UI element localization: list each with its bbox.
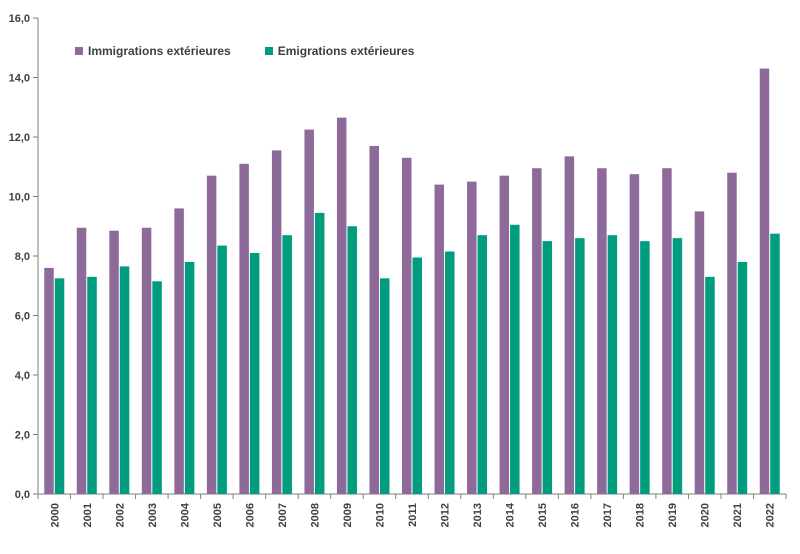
bar-immigrations — [564, 156, 575, 494]
x-tick-label: 2006 — [244, 503, 256, 527]
bar-immigrations — [499, 175, 510, 495]
x-tick-label: 2013 — [472, 503, 484, 527]
bar-immigrations — [174, 208, 184, 494]
x-tick-label: 2016 — [570, 503, 582, 527]
x-tick-label: 2018 — [635, 503, 647, 527]
x-tick-label: 2015 — [537, 503, 549, 527]
bar-emigrations — [737, 261, 748, 494]
y-tick-label: 2,0 — [15, 430, 30, 442]
bar-immigrations — [336, 117, 347, 494]
x-tick-label: 2009 — [342, 503, 354, 527]
bar-emigrations — [282, 235, 292, 495]
bar-immigrations — [434, 184, 445, 494]
bar-immigrations — [76, 227, 87, 495]
bar-immigrations — [759, 68, 770, 494]
bar-immigrations — [141, 227, 152, 495]
bar-immigrations — [206, 175, 217, 495]
bar-emigrations — [249, 253, 260, 494]
bar-emigrations — [477, 235, 488, 495]
bars — [44, 68, 780, 495]
y-tick-label: 12,0 — [9, 132, 30, 144]
legend-item-immigrations: Immigrations extérieures — [75, 44, 231, 58]
bar-immigrations — [694, 211, 705, 494]
bar-emigrations — [445, 251, 455, 494]
x-tick-label: 2019 — [667, 503, 679, 527]
bar-immigrations — [467, 181, 477, 494]
bar-immigrations — [629, 174, 640, 494]
x-tick-label: 2001 — [82, 503, 94, 527]
bar-emigrations — [412, 257, 422, 494]
x-tick-label: 2007 — [277, 503, 289, 527]
y-tick-label: 16,0 — [9, 13, 30, 25]
x-tick-label: 2022 — [765, 503, 777, 527]
x-tick-label: 2008 — [309, 503, 321, 527]
x-tick-label: 2017 — [602, 503, 614, 527]
x-tick-label: 2005 — [212, 503, 224, 527]
x-tick-label: 2003 — [147, 503, 159, 527]
y-tick-label: 0,0 — [15, 489, 30, 501]
tick-labels: 0,0 2,0 4,0 6,0 8,0 10,0 12,0 14,0 16,0 2000 2001 2… — [9, 13, 777, 527]
bar-emigrations — [379, 278, 390, 494]
y-tick-label: 4,0 — [15, 370, 30, 382]
bar-immigrations — [597, 168, 607, 495]
bar-immigrations — [239, 163, 249, 494]
legend-label-emigrations: Emigrations extérieures — [277, 44, 415, 58]
legend-swatch-emigrations — [264, 47, 273, 55]
bar-emigrations — [510, 224, 520, 494]
x-tick-label: 2000 — [49, 503, 61, 527]
bar-emigrations — [705, 276, 715, 494]
x-tick-label: 2004 — [179, 502, 191, 527]
bar-emigrations — [607, 235, 618, 495]
bar-emigrations — [87, 276, 97, 494]
bar-emigrations — [542, 241, 553, 494]
y-tick-label: 14,0 — [9, 73, 30, 85]
bar-emigrations — [217, 245, 227, 494]
axes — [33, 17, 787, 499]
bar-emigrations — [347, 226, 357, 494]
bar-emigrations — [184, 261, 195, 494]
legend-swatch-immigrations — [75, 47, 83, 55]
y-tick-label: 8,0 — [15, 251, 30, 263]
bar-immigrations — [727, 172, 737, 494]
bar-immigrations — [369, 145, 379, 495]
bar-emigrations — [575, 238, 585, 494]
legend-label-immigrations: Immigrations extérieures — [88, 44, 231, 58]
bar-emigrations — [152, 281, 162, 494]
bar-emigrations — [54, 278, 65, 494]
bar-emigrations — [672, 238, 683, 494]
x-tick-label: 2002 — [114, 503, 126, 527]
x-tick-label: 2021 — [732, 503, 744, 527]
bar-emigrations — [770, 233, 780, 494]
x-tick-label: 2014 — [505, 502, 517, 527]
bar-immigrations — [44, 267, 54, 494]
bar-immigrations — [304, 129, 314, 494]
bar-immigrations — [402, 157, 412, 494]
bar-immigrations — [662, 168, 672, 495]
bar-immigrations — [532, 168, 542, 495]
y-tick-label: 10,0 — [9, 192, 30, 204]
x-tick-label: 2011 — [407, 503, 419, 527]
y-tick-label: 6,0 — [15, 311, 30, 323]
bar-immigrations — [109, 230, 119, 494]
bar-emigrations — [314, 212, 325, 495]
legend-item-emigrations: Emigrations extérieures — [264, 44, 415, 58]
bar-emigrations — [640, 241, 650, 494]
x-tick-label: 2010 — [374, 503, 386, 527]
bar-emigrations — [119, 266, 130, 494]
legend: Immigrations extérieures Emigrations ext… — [75, 44, 414, 58]
x-tick-label: 2012 — [440, 503, 452, 527]
bar-immigrations — [271, 150, 282, 494]
x-tick-label: 2020 — [700, 503, 712, 527]
